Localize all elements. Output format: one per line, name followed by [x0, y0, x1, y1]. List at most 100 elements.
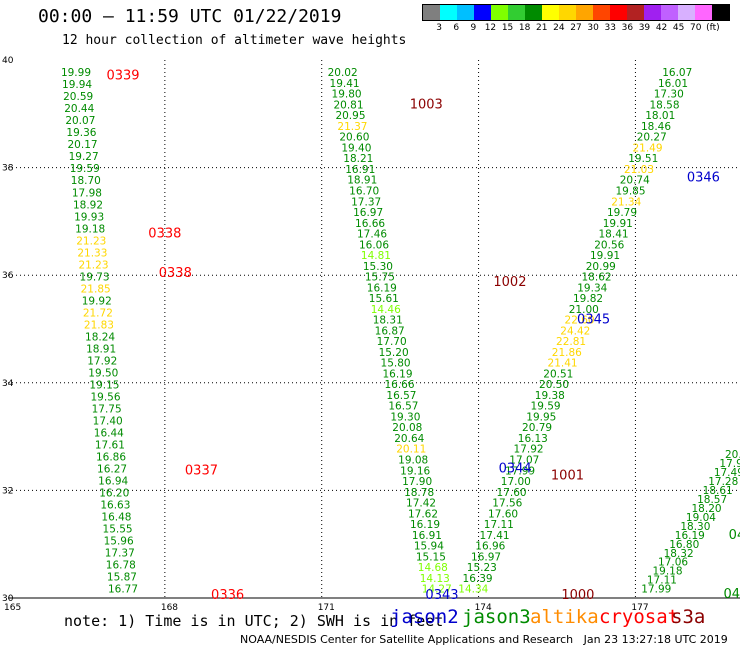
wave-height-value: 21.00 — [569, 304, 599, 316]
wave-height-value: 20.79 — [522, 422, 552, 434]
wave-height-value: 17.75 — [92, 403, 122, 415]
wave-height-value: 17.70 — [377, 336, 407, 348]
wave-height-value: 19.93 — [74, 211, 104, 223]
wave-height-value: 16.91 — [412, 530, 442, 542]
pass-time-label: 0338 — [159, 266, 192, 281]
wave-height-value: 15.61 — [369, 293, 399, 305]
wave-height-value: 15.80 — [381, 358, 411, 370]
wave-height-value: 19.85 — [615, 186, 645, 198]
pass-time-label: 0343 — [425, 588, 458, 603]
wave-height-value: 20.27 — [637, 132, 667, 144]
wave-height-value: 19.94 — [62, 79, 92, 91]
scale-swatch — [593, 5, 610, 20]
pass-time-label: 1002 — [493, 275, 526, 290]
wave-height-value: 21.03 — [624, 164, 654, 176]
wave-height-value: 22.60 — [565, 315, 595, 327]
wave-height-value: 20.74 — [620, 175, 650, 187]
wave-height-value: 20.11 — [396, 444, 426, 456]
scale-label: 18 — [518, 23, 531, 33]
scale-label: 6 — [453, 23, 460, 33]
wave-height-value: 15.20 — [379, 347, 409, 359]
scale-swatch — [678, 5, 695, 20]
lon-tick-label: 171 — [318, 603, 335, 613]
scale-label: 36 — [621, 23, 634, 33]
wave-height-value: 14.27 — [422, 584, 452, 596]
wave-height-value: 19.40 — [341, 142, 371, 154]
lat-tick-label: 30 — [2, 594, 14, 604]
wave-height-value: 21.49 — [632, 142, 662, 154]
color-scale-bar — [422, 4, 730, 21]
wave-height-value: 20.17 — [68, 139, 98, 151]
wave-height-value: 14.68 — [418, 562, 448, 574]
wave-height-value: 20.64 — [394, 433, 424, 445]
wave-height-value: 18.57 — [697, 494, 727, 506]
scale-label: 42 — [655, 23, 668, 33]
wave-height-value: 16.78 — [106, 560, 136, 572]
footer-credit: NOAA/NESDIS Center for Satellite Applica… — [240, 633, 728, 646]
scale-swatch — [695, 5, 712, 20]
lon-tick-label: 165 — [4, 603, 21, 613]
wave-height-value: 16.66 — [384, 379, 414, 391]
lat-tick-label: 32 — [2, 486, 13, 496]
wave-height-value: 16.94 — [98, 476, 128, 488]
scale-swatch — [644, 5, 661, 20]
wave-height-value: 18.91 — [347, 175, 377, 187]
wave-height-value: 15.15 — [416, 551, 446, 563]
wave-height-value: 20.44 — [64, 103, 94, 115]
wave-height-value: 17.30 — [654, 89, 684, 101]
pass-time-label: 0421 — [723, 587, 740, 602]
pass-time-label: 0421 — [729, 528, 740, 543]
wave-height-value: 20.50 — [539, 379, 569, 391]
wave-height-value: 19.51 — [628, 153, 658, 165]
wave-height-value: 19.38 — [535, 390, 565, 402]
wave-height-value: 16.70 — [349, 186, 379, 198]
pass-time-label: 0346 — [687, 171, 720, 186]
satellite-legend-s3a: s3a — [671, 606, 706, 628]
wave-height-value: 19.50 — [88, 367, 118, 379]
wave-height-value: 16.48 — [101, 512, 131, 524]
wave-height-value: 16.19 — [675, 530, 705, 542]
wave-height-value: 19.99 — [61, 67, 91, 79]
scale-label: 12 — [484, 23, 497, 33]
wave-height-value: 19.04 — [686, 512, 716, 524]
scale-label: 9 — [470, 23, 477, 33]
map-grid — [8, 60, 740, 599]
wave-height-value: 16.77 — [108, 584, 138, 596]
lon-tick-label: 174 — [475, 603, 492, 613]
scale-swatch — [474, 5, 491, 20]
lon-tick-label: 177 — [631, 603, 648, 613]
wave-height-value: 19.91 — [603, 218, 633, 230]
wave-height-value: 19.59 — [70, 163, 100, 175]
wave-height-value: 20.60 — [339, 132, 369, 144]
wave-height-value: 18.21 — [343, 153, 373, 165]
wave-height-value: 17.49 — [714, 467, 740, 479]
scale-label: 27 — [570, 23, 582, 33]
wave-height-value: 17.28 — [708, 476, 738, 488]
wave-height-value: 18.01 — [645, 110, 675, 122]
wave-height-value: 17.37 — [105, 548, 135, 560]
wave-height-value: 22.81 — [556, 336, 586, 348]
scale-swatch — [576, 5, 593, 20]
scale-swatch — [559, 5, 576, 20]
wave-height-value: 17.11 — [484, 519, 514, 531]
wave-height-value: 19.34 — [577, 282, 607, 294]
wave-height-value: 17.92 — [87, 355, 117, 367]
wave-height-value: 16.06 — [359, 239, 389, 251]
wave-height-value: 20.07 — [65, 115, 95, 127]
scale-label: 3 — [436, 23, 442, 33]
wave-height-value: 18.20 — [692, 503, 722, 515]
wave-height-value: 20.41 — [725, 449, 740, 461]
wave-height-value: 16.19 — [382, 368, 412, 380]
scale-label: 24 — [553, 23, 565, 33]
wave-height-value: 21.85 — [81, 283, 111, 295]
wave-height-value: 16.57 — [386, 390, 416, 402]
wave-height-value: 17.99 — [641, 584, 671, 596]
satellite-legend-altika: altika — [530, 606, 599, 628]
wave-height-value: 16.91 — [345, 164, 375, 176]
scale-label: 15 — [501, 23, 514, 33]
wave-height-value: 17.92 — [514, 444, 544, 456]
wave-height-value: 21.37 — [337, 121, 367, 133]
wave-height-value: 17.61 — [95, 439, 125, 451]
wave-height-value: 20.59 — [63, 91, 93, 103]
